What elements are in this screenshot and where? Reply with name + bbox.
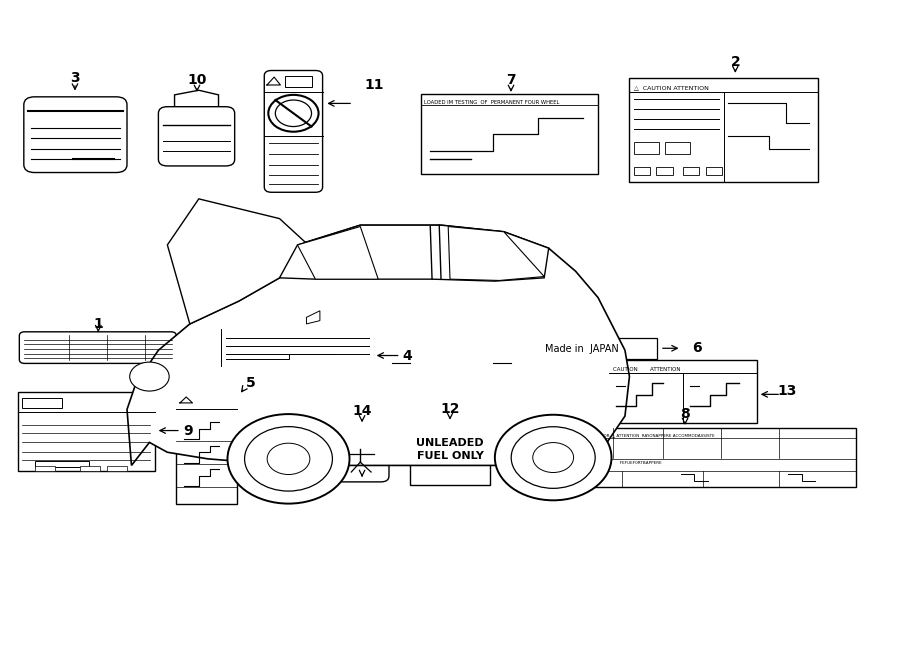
Bar — [17, 393, 155, 471]
Bar — [629, 78, 818, 182]
FancyBboxPatch shape — [265, 71, 322, 192]
Polygon shape — [448, 227, 544, 280]
Circle shape — [495, 414, 611, 500]
Text: 9: 9 — [184, 424, 193, 438]
Bar — [107, 466, 127, 471]
Bar — [608, 360, 757, 422]
Text: 14: 14 — [352, 405, 372, 418]
Text: 5: 5 — [246, 376, 256, 390]
FancyBboxPatch shape — [335, 426, 389, 482]
Text: Made in  JAPAN: Made in JAPAN — [545, 344, 619, 354]
Text: UNLEADED
FUEL ONLY: UNLEADED FUEL ONLY — [416, 438, 484, 461]
Bar — [665, 142, 690, 154]
Text: 8: 8 — [680, 407, 690, 421]
Polygon shape — [175, 91, 219, 106]
Bar — [683, 167, 699, 175]
Circle shape — [228, 414, 349, 504]
Bar — [634, 142, 659, 154]
Bar — [706, 167, 722, 175]
FancyBboxPatch shape — [564, 462, 599, 482]
Text: 2: 2 — [731, 55, 740, 69]
Text: INFORMATIO △CAUTION  POWER BACK DOOR  △ ATTENTION  RAYONAPPERE ACCOMMODASSISTE: INFORMATIO △CAUTION POWER BACK DOOR △ AT… — [518, 433, 715, 437]
Text: CAUTION       ATTENTION: CAUTION ATTENTION — [613, 367, 680, 371]
Bar — [199, 329, 374, 366]
Bar — [515, 428, 856, 487]
Text: 12: 12 — [440, 403, 460, 416]
Bar — [35, 461, 89, 467]
Bar — [35, 466, 55, 471]
Text: △  CAUTION ATTENTION: △ CAUTION ATTENTION — [634, 86, 709, 91]
Bar — [176, 393, 238, 504]
FancyBboxPatch shape — [158, 106, 235, 166]
Text: 13: 13 — [778, 384, 797, 398]
Text: 3: 3 — [70, 71, 80, 85]
Text: 10: 10 — [187, 73, 207, 87]
Polygon shape — [127, 225, 629, 465]
Bar — [410, 422, 490, 485]
Polygon shape — [298, 227, 378, 279]
Text: △CAUTION  BACK DOOR CLOSER  △ATTENTION      FEFUEF0RTBAPPERE: △CAUTION BACK DOOR CLOSER △ATTENTION FEF… — [518, 460, 662, 464]
Circle shape — [130, 362, 169, 391]
Text: 11: 11 — [364, 78, 383, 92]
Text: 1: 1 — [94, 317, 104, 331]
Circle shape — [245, 426, 332, 491]
Bar — [199, 399, 226, 408]
Polygon shape — [167, 199, 315, 324]
Bar — [634, 167, 650, 175]
Text: LOADED IM TESTING  OF  PERMANENT FOUR WHEEL: LOADED IM TESTING OF PERMANENT FOUR WHEE… — [424, 100, 560, 105]
FancyBboxPatch shape — [23, 97, 127, 173]
Circle shape — [521, 469, 544, 486]
Circle shape — [267, 443, 310, 475]
Bar — [538, 338, 657, 360]
Polygon shape — [306, 311, 319, 324]
Text: 7: 7 — [506, 73, 516, 87]
Bar — [285, 77, 311, 87]
Bar — [80, 466, 100, 471]
Circle shape — [268, 95, 319, 132]
Circle shape — [511, 427, 595, 488]
Text: 4: 4 — [402, 348, 412, 362]
Bar — [656, 167, 672, 175]
Text: 6: 6 — [692, 341, 701, 355]
FancyBboxPatch shape — [19, 332, 176, 364]
Circle shape — [351, 436, 369, 449]
Polygon shape — [280, 225, 549, 281]
Bar — [421, 94, 598, 174]
Bar — [22, 398, 62, 408]
Circle shape — [275, 100, 311, 126]
Circle shape — [533, 443, 573, 473]
